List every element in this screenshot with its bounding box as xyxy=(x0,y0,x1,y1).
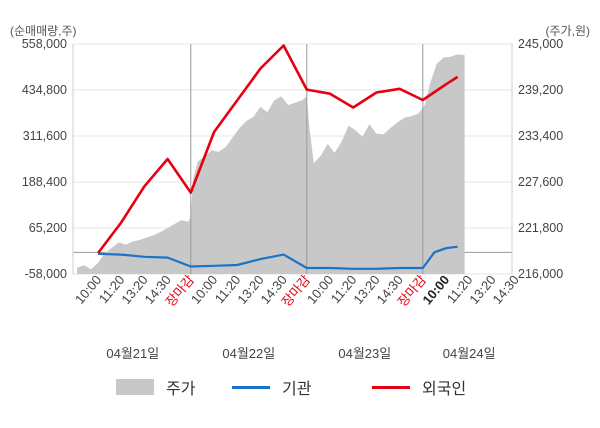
foreigner-line xyxy=(96,44,459,254)
day-label: 04월21일 xyxy=(106,346,159,361)
legend-item-foreigner: 외국인 xyxy=(372,374,466,400)
x-tick-label: 10:00 xyxy=(304,272,336,307)
x-tick-label: 10:00 xyxy=(72,272,104,307)
legend-swatch-price xyxy=(116,379,154,395)
right-tick-label: 233,400 xyxy=(518,129,563,143)
legend-label-price: 주가 xyxy=(166,381,196,398)
right-tick-label: 221,800 xyxy=(518,221,563,235)
legend: 주가 기관 외국인 xyxy=(0,374,600,400)
day-label: 04월22일 xyxy=(222,346,275,361)
left-tick-label: -58,000 xyxy=(25,267,67,281)
price-area-path xyxy=(77,54,465,274)
right-axis-unit: (주가,원) xyxy=(545,24,590,38)
legend-swatch-foreigner xyxy=(372,385,410,389)
left-tick-label: 434,800 xyxy=(22,83,67,97)
x-tick-label: 10:00 xyxy=(188,272,220,307)
right-tick-label: 227,600 xyxy=(518,175,563,189)
left-tick-label: 188,400 xyxy=(22,175,67,189)
left-tick-label: 311,600 xyxy=(23,129,67,143)
institution-line xyxy=(97,245,458,270)
legend-item-price: 주가 xyxy=(116,374,195,400)
day-dividers xyxy=(190,44,424,274)
right-tick-label: 239,200 xyxy=(518,83,563,97)
right-tick-label: 216,000 xyxy=(518,267,563,281)
trading-chart: 558,000 245,000 434,800 239,200 311,600 233,4… xyxy=(22,37,563,361)
left-axis-unit: (순매매량,주) xyxy=(10,24,77,38)
left-tick-label: 65,200 xyxy=(29,221,67,235)
legend-item-institution: 기관 xyxy=(232,374,311,400)
series-lines xyxy=(96,44,459,270)
price-area xyxy=(77,54,465,274)
legend-label-institution: 기관 xyxy=(282,381,312,398)
left-tick-label: 558,000 xyxy=(22,37,67,51)
right-tick-label: 245,000 xyxy=(518,37,563,51)
axes: 558,000 245,000 434,800 239,200 311,600 233,4… xyxy=(22,37,563,361)
legend-swatch-institution xyxy=(232,385,270,389)
day-label: 04월24일 xyxy=(443,346,496,361)
day-label: 04월23일 xyxy=(338,346,391,361)
x-tick-label: 10:00 xyxy=(419,272,452,307)
legend-label-foreigner: 외국인 xyxy=(422,381,467,398)
